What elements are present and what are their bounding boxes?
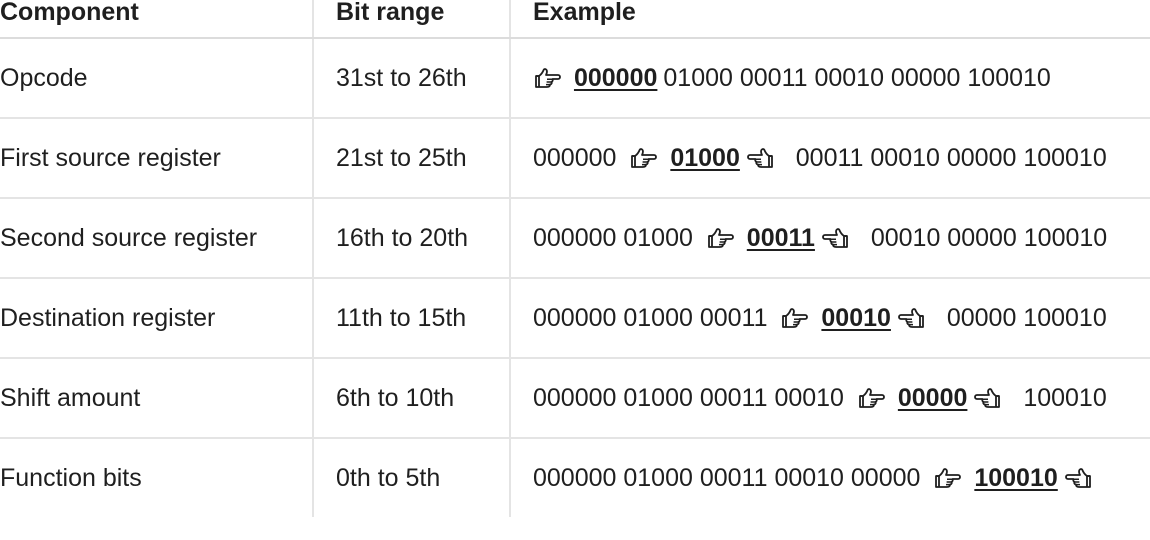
header-bit-range: Bit range (312, 0, 510, 39)
bit-range-cell: 21st to 25th (312, 117, 510, 198)
header-row: Component Bit range Example (0, 0, 1150, 39)
component-cell: Function bits (0, 437, 313, 517)
example-bits-before: 000000 (533, 143, 617, 172)
header-component: Component (0, 0, 313, 39)
header-example: Example (509, 0, 1150, 39)
table-header: Component Bit range Example (0, 0, 1150, 39)
component-cell: First source register (0, 117, 313, 198)
example-bits-before: 000000 01000 (533, 223, 693, 252)
table-row: Destination register 11th to 15th 000000 0… (0, 277, 1150, 358)
bit-range-cell: 6th to 10th (312, 357, 510, 438)
example-bits-before: 000000 01000 00011 00010 (533, 383, 844, 412)
example-cell: 000000 01000 00011 00010 00000 100010 (509, 197, 1150, 278)
bit-range-cell: 31st to 26th (312, 38, 510, 118)
hand-pointing-right-icon (629, 147, 658, 169)
example-bits-highlighted: 00011 (746, 223, 815, 252)
example-cell: 000000 01000 00011 00010 00000 100010 (509, 277, 1150, 358)
example-bits-after: 01000 00011 00010 00000 100010 (663, 63, 1051, 92)
table-row: Second source register 16th to 20th 000000… (0, 197, 1150, 278)
bit-range-cell: 0th to 5th (312, 437, 510, 517)
hand-pointing-left-icon (897, 307, 926, 329)
example-bits-after: 100010 (1023, 383, 1107, 412)
hand-pointing-left-icon (1064, 467, 1093, 489)
example-bits-highlighted: 00010 (821, 303, 891, 332)
component-cell: Opcode (0, 63, 88, 92)
hand-pointing-right-icon (933, 467, 962, 489)
example-bits-before: 000000 01000 00011 00010 00000 (533, 463, 921, 492)
hand-pointing-left-icon (746, 147, 775, 169)
bit-range-cell: 16th to 20th (312, 197, 510, 278)
hand-pointing-left-icon (974, 387, 1002, 409)
instruction-format-table: Component Bit range Example Opcode 31st t… (0, 0, 1150, 517)
table-row: First source register 21st to 25th 000000 … (0, 117, 1150, 198)
hand-pointing-right-icon (706, 227, 734, 249)
example-bits-after: 00000 100010 (946, 303, 1107, 332)
bit-range-cell: 11th to 15th (312, 277, 510, 358)
example-bits-highlighted: 000000 (573, 63, 658, 92)
example-bits-after: 00010 00000 100010 (870, 223, 1108, 252)
table-row: Opcode 31st to 26th 000000 01000 00011 000… (0, 38, 1150, 118)
hand-pointing-left-icon (821, 227, 850, 249)
example-bits-after: 00011 00010 00000 100010 (795, 143, 1107, 172)
example-bits-highlighted: 100010 (974, 463, 1058, 492)
component-cell: Second source register (0, 197, 313, 278)
example-bits-before: 000000 01000 00011 (533, 303, 768, 332)
example-cell: 000000 01000 00011 00010 00000 100010 (509, 38, 1150, 118)
example-cell: 000000 01000 00011 00010 00000 100010 (509, 357, 1150, 438)
component-cell: Shift amount (0, 357, 313, 438)
example-bits-highlighted: 01000 (670, 143, 740, 172)
table-row: Shift amount 6th to 10th 000000 01000 0001… (0, 357, 1150, 438)
example-bits-highlighted: 00000 (897, 383, 968, 412)
table-row: Function bits 0th to 5th 000000 01000 0001… (0, 437, 1150, 517)
hand-pointing-right-icon (780, 307, 809, 329)
hand-pointing-right-icon (857, 387, 885, 409)
hand-pointing-right-icon (533, 67, 561, 89)
example-cell: 000000 01000 00011 00010 00000 100010 (509, 437, 1150, 517)
example-cell: 000000 01000 00011 00010 00000 100010 (509, 117, 1150, 198)
component-cell: Destination register (0, 277, 313, 358)
table-body: Opcode 31st to 26th 000000 01000 00011 000… (0, 38, 1150, 517)
